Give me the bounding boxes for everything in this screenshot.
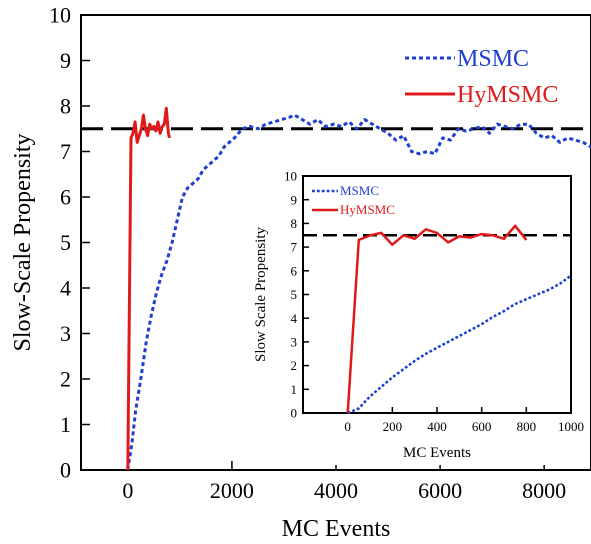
main-x-tick-label-4: 8000 — [522, 478, 566, 503]
inset-x-tick-label-5: 1000 — [558, 419, 584, 434]
inset-y-tick-label-3: 3 — [291, 334, 298, 349]
inset-y-tick-label-2: 2 — [291, 358, 298, 373]
inset-series-msmc-line — [347, 274, 572, 415]
inset-y-axis-label: Slow Scale Propensity — [253, 227, 269, 362]
inset-legend-msmc-label: MSMC — [340, 183, 379, 198]
main-x-tick-label-1: 2000 — [210, 478, 254, 503]
inset-x-tick-label-3: 600 — [472, 419, 492, 434]
main-x-tick-label-2: 4000 — [314, 478, 358, 503]
inset-legend-hymsmc-label: HyMSMC — [340, 202, 395, 217]
main-legend-hymsmc-label: HyMSMC — [457, 82, 558, 108]
main-x-tick-label-3: 6000 — [418, 478, 462, 503]
inset-y-tick-label-7: 7 — [291, 240, 298, 255]
inset-y-tick-label-4: 4 — [291, 311, 298, 326]
main-series-hymsmc-line — [126, 106, 171, 471]
inset-ticks: 0 200 400 600 800 1000 0 1 2 3 4 5 6 7 8 9 10 — [284, 169, 584, 434]
main-y-tick-label-8: 8 — [60, 94, 71, 119]
main-y-axis-label: Slow-Scale Propensity — [10, 134, 36, 352]
inset-y-tick-label-6: 6 — [291, 263, 298, 278]
inset-x-tick-label-0: 0 — [344, 419, 351, 434]
main-y-tick-label-2: 2 — [60, 367, 71, 392]
main-y-tick-label-1: 1 — [60, 412, 71, 437]
inset-y-tick-label-8: 8 — [291, 216, 298, 231]
main-legend: MSMC HyMSMC — [405, 46, 558, 108]
main-y-tick-label-5: 5 — [60, 230, 71, 255]
inset-background — [255, 168, 577, 465]
main-y-tick-label-6: 6 — [60, 185, 71, 210]
main-y-tick-label-7: 7 — [60, 139, 71, 164]
main-y-tick-label-9: 9 — [60, 48, 71, 73]
main-y-tick-label-4: 4 — [60, 276, 71, 301]
inset-series-hymsmc-line — [346, 224, 528, 414]
inset-y-tick-label-1: 1 — [291, 382, 298, 397]
main-x-tick-label-0: 0 — [122, 478, 133, 503]
inset-x-axis-label: MC Events — [403, 445, 471, 461]
inset-legend: MSMC HyMSMC — [312, 183, 395, 217]
inset-y-tick-label-10: 10 — [284, 169, 297, 184]
inset-x-tick-label-1: 200 — [383, 419, 403, 434]
main-x-axis-label: MC Events — [282, 516, 391, 542]
main-y-tick-label-10: 10 — [49, 3, 71, 28]
inset-y-tick-label-5: 5 — [291, 287, 298, 302]
inset-y-tick-label-0: 0 — [291, 406, 298, 421]
inset-x-tick-label-2: 400 — [427, 419, 447, 434]
inset-y-tick-label-9: 9 — [291, 192, 298, 207]
main-series-msmc-line — [126, 113, 591, 471]
inset-x-tick-label-4: 800 — [517, 419, 537, 434]
main-y-tick-label-0: 0 — [60, 458, 71, 483]
main-y-tick-label-3: 3 — [60, 321, 71, 346]
main-legend-msmc-label: MSMC — [457, 46, 529, 72]
